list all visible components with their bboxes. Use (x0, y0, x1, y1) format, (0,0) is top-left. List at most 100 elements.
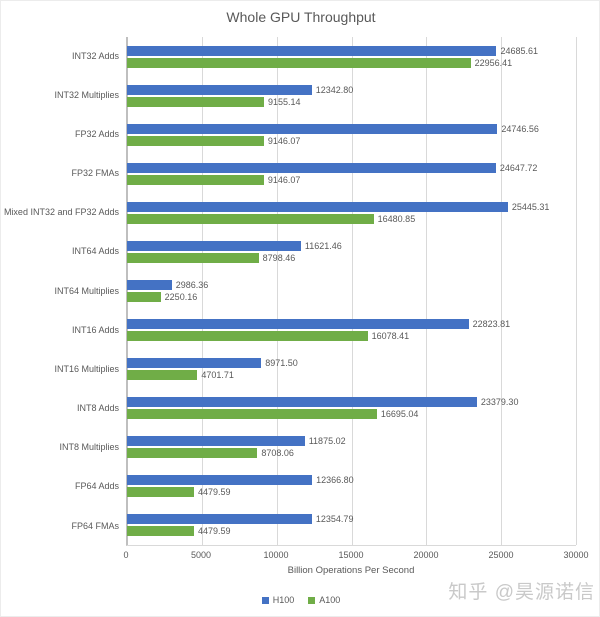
bar-h100[interactable] (127, 162, 496, 173)
category-axis-line (127, 37, 128, 545)
category-label: INT64 Multiplies (54, 285, 119, 296)
category-label: FP64 FMAs (71, 520, 119, 531)
bar-row: 2986.36 2250.16 (127, 271, 576, 310)
bar-a100[interactable] (127, 96, 265, 107)
gridline (501, 37, 503, 545)
value-label: 22823.81 (472, 319, 511, 330)
value-label: 11621.46 (304, 240, 342, 251)
bar-a100[interactable] (127, 174, 264, 185)
category-label: INT32 Multiplies (54, 89, 119, 100)
bar-a100[interactable] (127, 448, 258, 459)
value-label: 23379.30 (480, 397, 519, 408)
bar-h100[interactable] (127, 201, 508, 212)
x-axis-ticks: 0 5000 10000 15000 20000 25000 30000 (123, 550, 588, 562)
gridline (576, 37, 577, 545)
category-label: FP64 Adds (74, 481, 119, 492)
bar-line: 24647.72 (127, 162, 576, 173)
value-label: 12366.80 (316, 475, 354, 486)
x-tick-label: 30000 (563, 550, 589, 560)
category-axis-labels: INT32 Adds INT32 Multiplies FP32 Adds FP32 … (1, 37, 119, 546)
bar-line: 23379.30 (127, 397, 576, 408)
bar-row: 24647.72 9146.07 (127, 154, 576, 193)
bar-line: 25445.31 (127, 201, 576, 212)
bar-h100[interactable] (127, 436, 305, 447)
value-label: 2986.36 (175, 280, 209, 290)
gridline (276, 37, 278, 545)
bar-h100[interactable] (127, 45, 497, 56)
bar-a100[interactable] (127, 292, 161, 302)
bar-h100[interactable] (127, 280, 172, 290)
gridline (201, 37, 203, 545)
category-label: Mixed INT32 and FP32 Adds (3, 207, 119, 218)
legend-swatch-icon (308, 596, 316, 604)
bar-line: 8708.06 (127, 448, 576, 459)
bar-line: 8971.50 (127, 358, 576, 369)
legend-label: A100 (319, 595, 341, 605)
bar-row: 22823.81 16078.41 (127, 311, 576, 350)
bar-a100[interactable] (127, 331, 368, 342)
legend-item-a100[interactable]: A100 (308, 595, 340, 605)
bar-row: 8971.50 4701.71 (127, 350, 576, 389)
value-label: 16695.04 (380, 409, 419, 420)
x-tick-label: 10000 (263, 550, 289, 560)
bar-line: 24746.56 (127, 123, 576, 134)
value-label: 9146.07 (267, 135, 301, 146)
value-label: 11875.02 (308, 436, 346, 447)
watermark: 知乎 @昊源诺信 (448, 582, 595, 603)
value-label: 24746.56 (501, 123, 539, 134)
bar-h100[interactable] (127, 475, 313, 486)
value-label: 4479.59 (198, 487, 231, 498)
value-label: 2250.16 (164, 292, 198, 302)
value-label: 16078.41 (371, 331, 410, 342)
bar-row: 24746.56 9146.07 (127, 115, 576, 154)
bar-row: 25445.31 16480.85 (127, 193, 576, 232)
bar-line: 16695.04 (127, 409, 576, 420)
bar-line: 8798.46 (127, 252, 576, 263)
legend-item-h100[interactable]: H100 (261, 595, 295, 605)
value-label: 22956.41 (474, 57, 513, 68)
category-label: INT8 Multiplies (59, 442, 119, 453)
bar-a100[interactable] (127, 57, 471, 68)
bar-h100[interactable] (127, 397, 477, 408)
bar-a100[interactable] (127, 409, 377, 420)
category-label: FP32 Adds (74, 128, 119, 139)
category-label: INT16 Multiplies (54, 363, 119, 374)
bar-a100[interactable] (127, 213, 374, 224)
bar-row: 11621.46 8798.46 (127, 232, 576, 271)
bar-line: 9146.07 (127, 135, 576, 146)
bar-line: 4479.59 (127, 487, 576, 498)
legend: H100 A100 (1, 595, 599, 605)
bar-a100[interactable] (127, 526, 195, 537)
bar-line: 4701.71 (127, 370, 576, 381)
bar-row: 12366.80 4479.59 (127, 467, 576, 506)
bar-a100[interactable] (127, 370, 198, 381)
value-label: 4701.71 (201, 370, 234, 381)
bar-line: 11875.02 (127, 436, 576, 447)
legend-swatch-icon (261, 596, 269, 604)
bar-h100[interactable] (127, 319, 469, 330)
value-label: 9146.07 (267, 174, 301, 185)
bar-line: 16078.41 (127, 331, 576, 342)
bar-row: 11875.02 8708.06 (127, 428, 576, 467)
bar-line: 12342.80 (127, 84, 576, 95)
bar-line: 12354.79 (127, 514, 576, 525)
bar-line: 4479.59 (127, 526, 576, 537)
bar-h100[interactable] (127, 240, 301, 251)
value-label: 12354.79 (315, 514, 354, 525)
bar-line: 22823.81 (127, 319, 576, 330)
bar-line: 24685.61 (127, 45, 576, 56)
bar-line: 2986.36 (127, 280, 576, 290)
bar-h100[interactable] (127, 358, 262, 369)
bar-h100[interactable] (127, 514, 312, 525)
legend-label: H100 (272, 595, 295, 605)
bar-h100[interactable] (127, 84, 312, 95)
bar-line: 2250.16 (127, 292, 576, 302)
bar-line: 12366.80 (127, 475, 576, 486)
bar-a100[interactable] (127, 487, 195, 498)
bar-h100[interactable] (127, 123, 498, 134)
bar-a100[interactable] (127, 135, 264, 146)
bar-rows: 24685.61 22956.41 12342.80 9155.14 24746.56 9… (127, 37, 576, 545)
bar-a100[interactable] (127, 252, 259, 263)
x-tick-label: 15000 (338, 550, 364, 560)
